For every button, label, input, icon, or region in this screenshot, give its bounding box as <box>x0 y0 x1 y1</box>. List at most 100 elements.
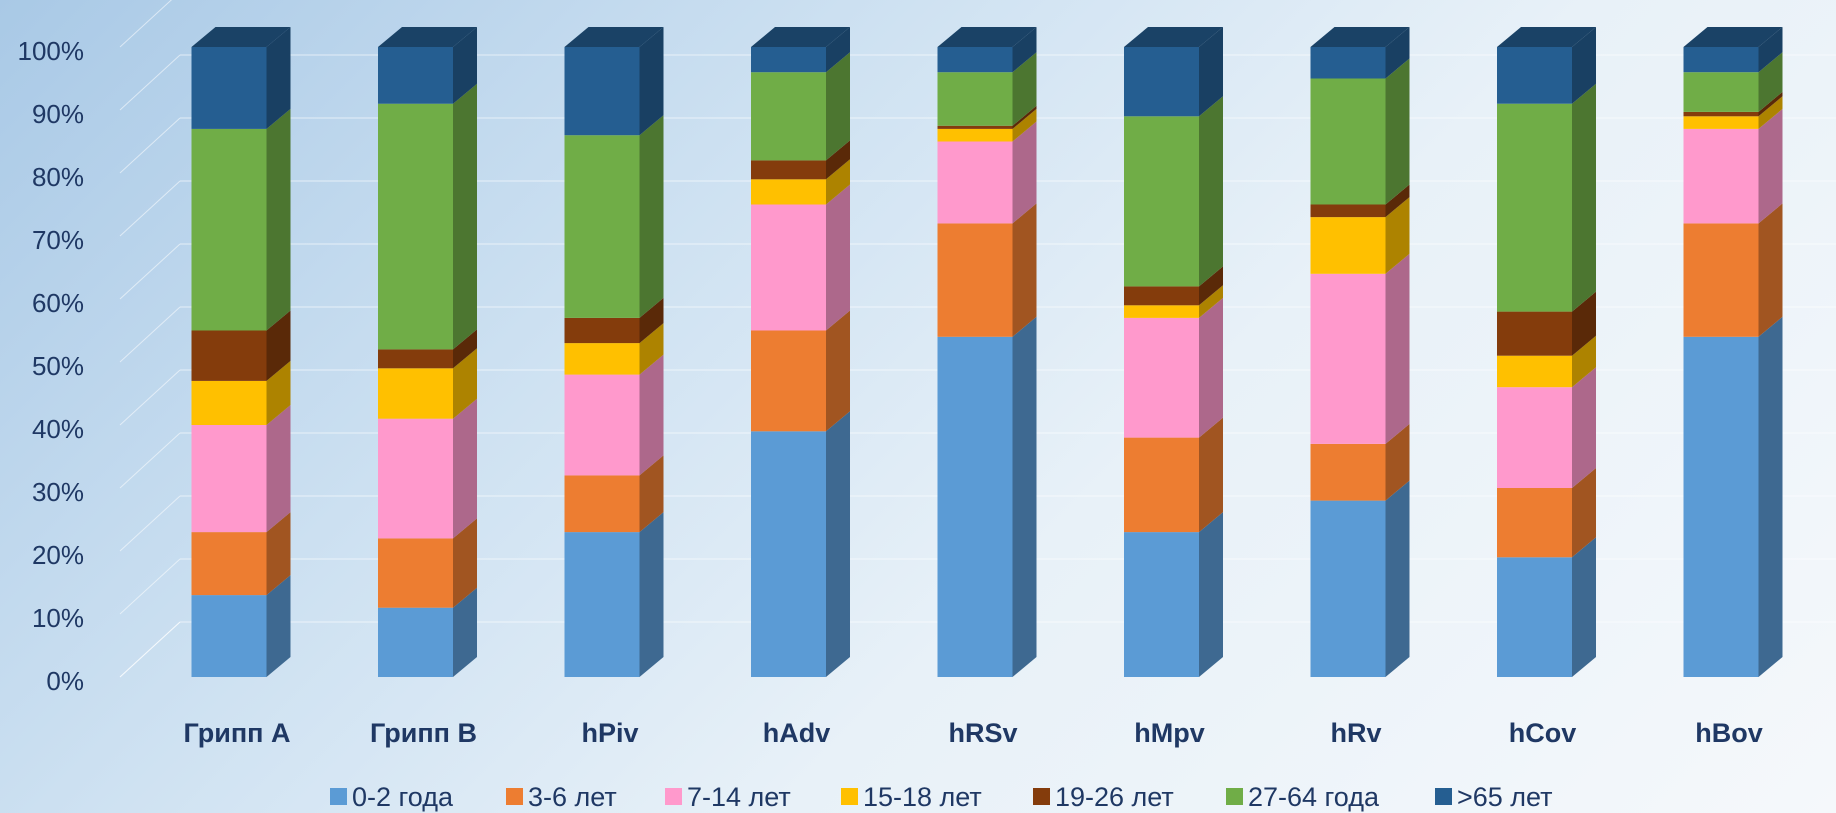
grid-line-diagonal <box>119 117 181 174</box>
bar-top <box>1310 27 1410 47</box>
legend-swatch <box>506 788 523 805</box>
x-tick-label: Грипп A <box>184 718 291 748</box>
bar-segment <box>937 105 1037 129</box>
y-tick-label: 0% <box>46 666 84 696</box>
bar-segment <box>1683 203 1783 337</box>
bar-segment <box>1497 537 1596 677</box>
bar-top <box>191 27 291 47</box>
legend-item: 27-64 года <box>1226 782 1380 812</box>
x-tick-label: hCov <box>1509 718 1577 748</box>
grid-line-diagonal <box>119 180 181 237</box>
legend-swatch <box>841 788 858 805</box>
y-tick-label: 50% <box>32 351 84 381</box>
bar-segment <box>191 310 291 381</box>
bar-segment <box>751 159 850 205</box>
x-tick-label: hRv <box>1330 718 1381 748</box>
bar-segment <box>564 323 664 375</box>
bar-segment <box>378 398 477 539</box>
bar-segment <box>1310 197 1410 274</box>
bar-segment <box>1124 266 1223 306</box>
bar-top <box>937 27 1037 47</box>
legend-swatch <box>665 788 682 805</box>
y-tick-label: 70% <box>32 225 84 255</box>
bar-segment <box>1310 184 1410 218</box>
bar-segment <box>191 512 291 596</box>
bar-segment <box>1683 316 1783 677</box>
bar-segment <box>937 27 1037 73</box>
bar-segment <box>751 27 850 73</box>
bar-segment <box>191 27 291 129</box>
bar-segment <box>1683 96 1783 129</box>
legend-label: 27-64 года <box>1248 782 1380 812</box>
bar-segment <box>1310 480 1410 677</box>
y-tick-label: 30% <box>32 477 84 507</box>
bars <box>191 27 1783 677</box>
bar-segment <box>564 455 664 533</box>
bar-segment <box>1124 285 1223 318</box>
bar-segment <box>564 27 664 136</box>
bar-segment <box>378 348 477 419</box>
bar-segment <box>751 184 850 331</box>
grid-line-diagonal <box>119 306 181 363</box>
bar-segment <box>564 115 664 318</box>
bar-segment <box>937 52 1037 126</box>
bar-segment <box>1497 367 1596 488</box>
bar-segment <box>937 316 1037 677</box>
bar-segment <box>1310 58 1410 205</box>
legend-swatch <box>1435 788 1452 805</box>
bar-segment <box>191 575 291 677</box>
bar-segment <box>1497 468 1596 558</box>
bar-segment <box>1683 91 1783 117</box>
legend-item: 7-14 лет <box>665 782 791 812</box>
bar-segment <box>1124 297 1223 438</box>
bar-segment <box>1497 291 1596 356</box>
bar-segment <box>378 83 477 350</box>
bar-segment <box>378 587 477 677</box>
legend-item: >65 лет <box>1435 782 1553 812</box>
bar-top <box>1683 27 1783 47</box>
bar-segment <box>1124 27 1223 117</box>
bar-segment <box>1124 96 1223 287</box>
bar-top <box>564 27 664 47</box>
legend-swatch <box>330 788 347 805</box>
bar-segment <box>1124 417 1223 533</box>
grid-line-diagonal <box>119 243 181 300</box>
bar-segment <box>751 140 850 180</box>
bar-segment <box>378 27 477 104</box>
x-tick-label: hMpv <box>1134 718 1205 748</box>
bar-segment <box>751 310 850 432</box>
y-tick-label: 40% <box>32 414 84 444</box>
legend-label: 7-14 лет <box>687 782 791 812</box>
grid-line-diagonal <box>119 369 181 426</box>
bar-segment <box>1497 83 1596 312</box>
x-tick-label: hAdv <box>763 718 831 748</box>
grid-line-diagonal <box>119 54 181 111</box>
x-tick-label: hBov <box>1695 718 1763 748</box>
bar-segment <box>1683 27 1783 73</box>
y-tick-label: 80% <box>32 162 84 192</box>
grid-line-diagonal <box>119 495 181 552</box>
legend-item: 15-18 лет <box>841 782 982 812</box>
bar-top <box>1497 27 1596 47</box>
legend-label: >65 лет <box>1457 782 1553 812</box>
x-tick-label: hPiv <box>581 718 638 748</box>
bar-segment <box>1683 108 1783 224</box>
legend-swatch <box>1226 788 1243 805</box>
bar-segment <box>937 203 1037 337</box>
legend-item: 19-26 лет <box>1033 782 1174 812</box>
bar-segment <box>1310 253 1410 444</box>
legend-label: 19-26 лет <box>1055 782 1174 812</box>
grid-line-diagonal <box>119 432 181 489</box>
y-tick-label: 90% <box>32 99 84 129</box>
bar-segment <box>564 297 664 344</box>
bar-segment <box>191 108 291 331</box>
bar-segment <box>378 518 477 608</box>
bar-segment <box>1683 52 1783 112</box>
legend-label: 0-2 года <box>352 782 454 812</box>
bar-segment <box>191 360 291 425</box>
bar-top <box>1124 27 1223 47</box>
bar-segment <box>378 329 477 369</box>
grid-line-diagonal <box>119 0 173 48</box>
bar-segment <box>1497 27 1596 104</box>
